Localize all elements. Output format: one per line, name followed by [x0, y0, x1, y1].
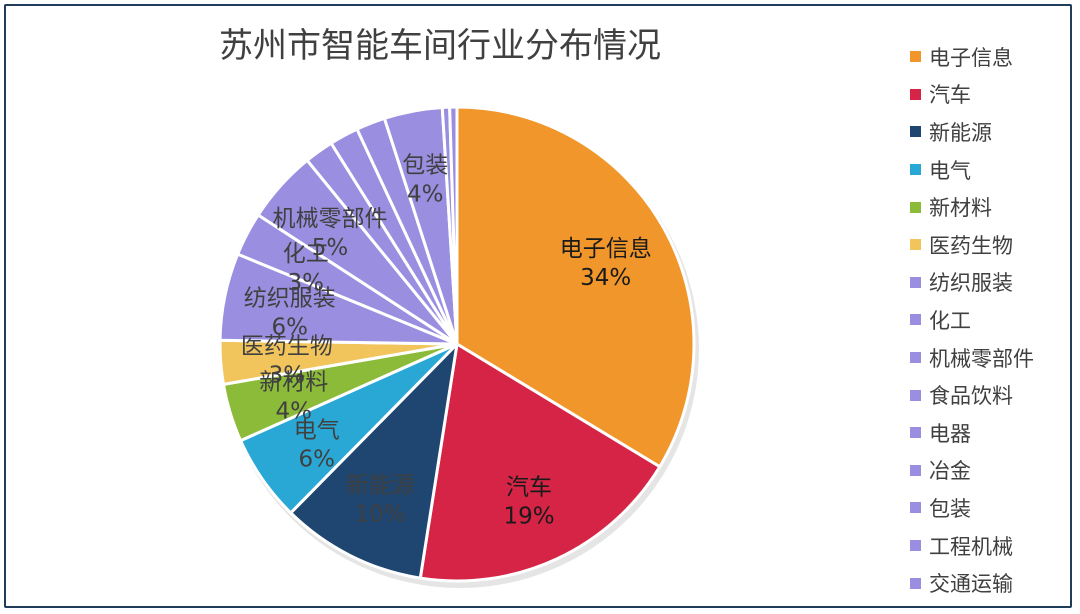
legend-swatch	[910, 51, 921, 63]
legend-item-13: 工程机械	[910, 527, 1060, 565]
chart-title: 苏州市智能车间行业分布情况	[219, 26, 661, 66]
legend-swatch	[910, 352, 921, 364]
legend-label: 食品饮料	[929, 384, 1013, 409]
slice-label-7: 化工	[283, 241, 329, 267]
legend-item-1: 汽车	[910, 76, 1060, 114]
legend-swatch	[910, 314, 921, 326]
legend-swatch	[910, 540, 921, 552]
legend-swatch	[910, 201, 921, 213]
slice-value-label-8: 5%	[312, 235, 349, 261]
legend-label: 化工	[929, 308, 971, 333]
legend-item-12: 包装	[910, 489, 1060, 527]
legend-label: 冶金	[929, 459, 971, 484]
slice-label-3: 电气	[294, 417, 340, 443]
slice-label-4: 新材料	[259, 370, 328, 396]
legend-item-14: 交通运输	[910, 564, 1060, 602]
legend-label: 交通运输	[929, 572, 1013, 597]
legend-label: 电气	[929, 158, 971, 183]
legend-label: 机械零部件	[929, 346, 1034, 371]
legend-item-7: 化工	[910, 301, 1060, 339]
slice-label-12: 包装	[402, 152, 448, 178]
legend-item-2: 新能源	[910, 113, 1060, 151]
slice-label-0: 电子信息	[560, 236, 652, 262]
slice-value-label-4: 4%	[276, 399, 313, 425]
legend-label: 汽车	[929, 83, 971, 108]
legend-swatch	[910, 464, 921, 476]
slice-value-label-2: 10%	[355, 501, 406, 527]
slice-label-1: 汽车	[506, 475, 552, 501]
slice-value-label-3: 6%	[299, 446, 336, 472]
legend-label: 新材料	[929, 196, 992, 221]
legend-swatch	[910, 239, 921, 251]
legend-swatch	[910, 389, 921, 401]
legend-label: 工程机械	[929, 534, 1013, 559]
legend-swatch	[910, 88, 921, 100]
slice-label-2: 新能源	[346, 472, 415, 498]
legend-swatch	[910, 276, 921, 288]
legend-item-6: 纺织服装	[910, 264, 1060, 302]
legend-label: 包装	[929, 496, 971, 521]
legend-item-10: 电器	[910, 414, 1060, 452]
slice-value-label-12: 4%	[407, 181, 444, 207]
legend-label: 电子信息	[929, 45, 1013, 70]
legend-swatch	[910, 164, 921, 176]
slice-value-label-7: 3%	[288, 270, 325, 296]
slice-value-label-1: 19%	[503, 504, 554, 530]
legend-item-0: 电子信息	[910, 38, 1060, 76]
pie-slice-14	[448, 105, 459, 346]
slice-label-5: 医药生物	[241, 333, 333, 359]
pie-slice-1	[418, 342, 662, 583]
legend-label: 医药生物	[929, 233, 1013, 258]
slice-value-label-0: 34%	[580, 265, 631, 291]
legend-swatch	[910, 427, 921, 439]
slice-label-8: 机械零部件	[273, 206, 388, 232]
legend-item-4: 新材料	[910, 188, 1060, 226]
legend-item-5: 医药生物	[910, 226, 1060, 264]
legend-swatch	[910, 502, 921, 514]
pie-slice-0	[455, 105, 696, 469]
legend-label: 纺织服装	[929, 271, 1013, 296]
legend-swatch	[910, 577, 921, 589]
slice-value-label-6: 6%	[272, 315, 309, 341]
legend-item-8: 机械零部件	[910, 339, 1060, 377]
legend-item-9: 食品饮料	[910, 376, 1060, 414]
chart-legend: 电子信息汽车新能源电气新材料医药生物纺织服装化工机械零部件食品饮料电器冶金包装工…	[910, 38, 1060, 602]
slice-value-label-5: 3%	[269, 362, 306, 388]
legend-item-3: 电气	[910, 151, 1060, 189]
pie-slice-2	[289, 342, 459, 580]
legend-swatch	[910, 126, 921, 138]
legend-item-11: 冶金	[910, 452, 1060, 490]
legend-label: 电器	[929, 421, 971, 446]
slice-label-6: 纺织服装	[244, 286, 336, 312]
legend-label: 新能源	[929, 120, 992, 145]
